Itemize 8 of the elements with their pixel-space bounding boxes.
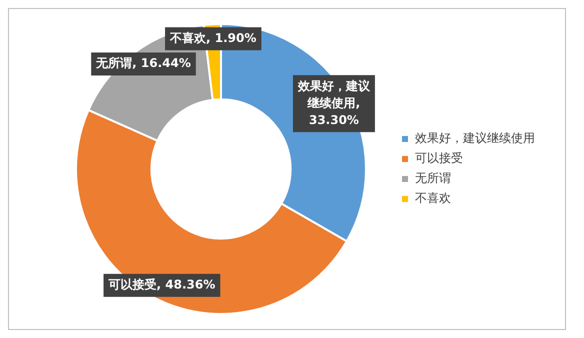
data-label: 可以接受, 48.36% [108,277,216,292]
data-label: 效果好，建议继续使用, 33.30% [296,78,371,127]
data-label: 不喜欢, 1.90% [169,30,256,45]
data-label: 无所谓, 16.44% [95,56,191,70]
legend-label: 效果好，建议继续使用 [415,131,535,146]
legend-label: 可以接受 [415,151,463,166]
legend-label: 无所谓 [415,171,451,186]
legend-label: 不喜欢 [415,191,451,206]
